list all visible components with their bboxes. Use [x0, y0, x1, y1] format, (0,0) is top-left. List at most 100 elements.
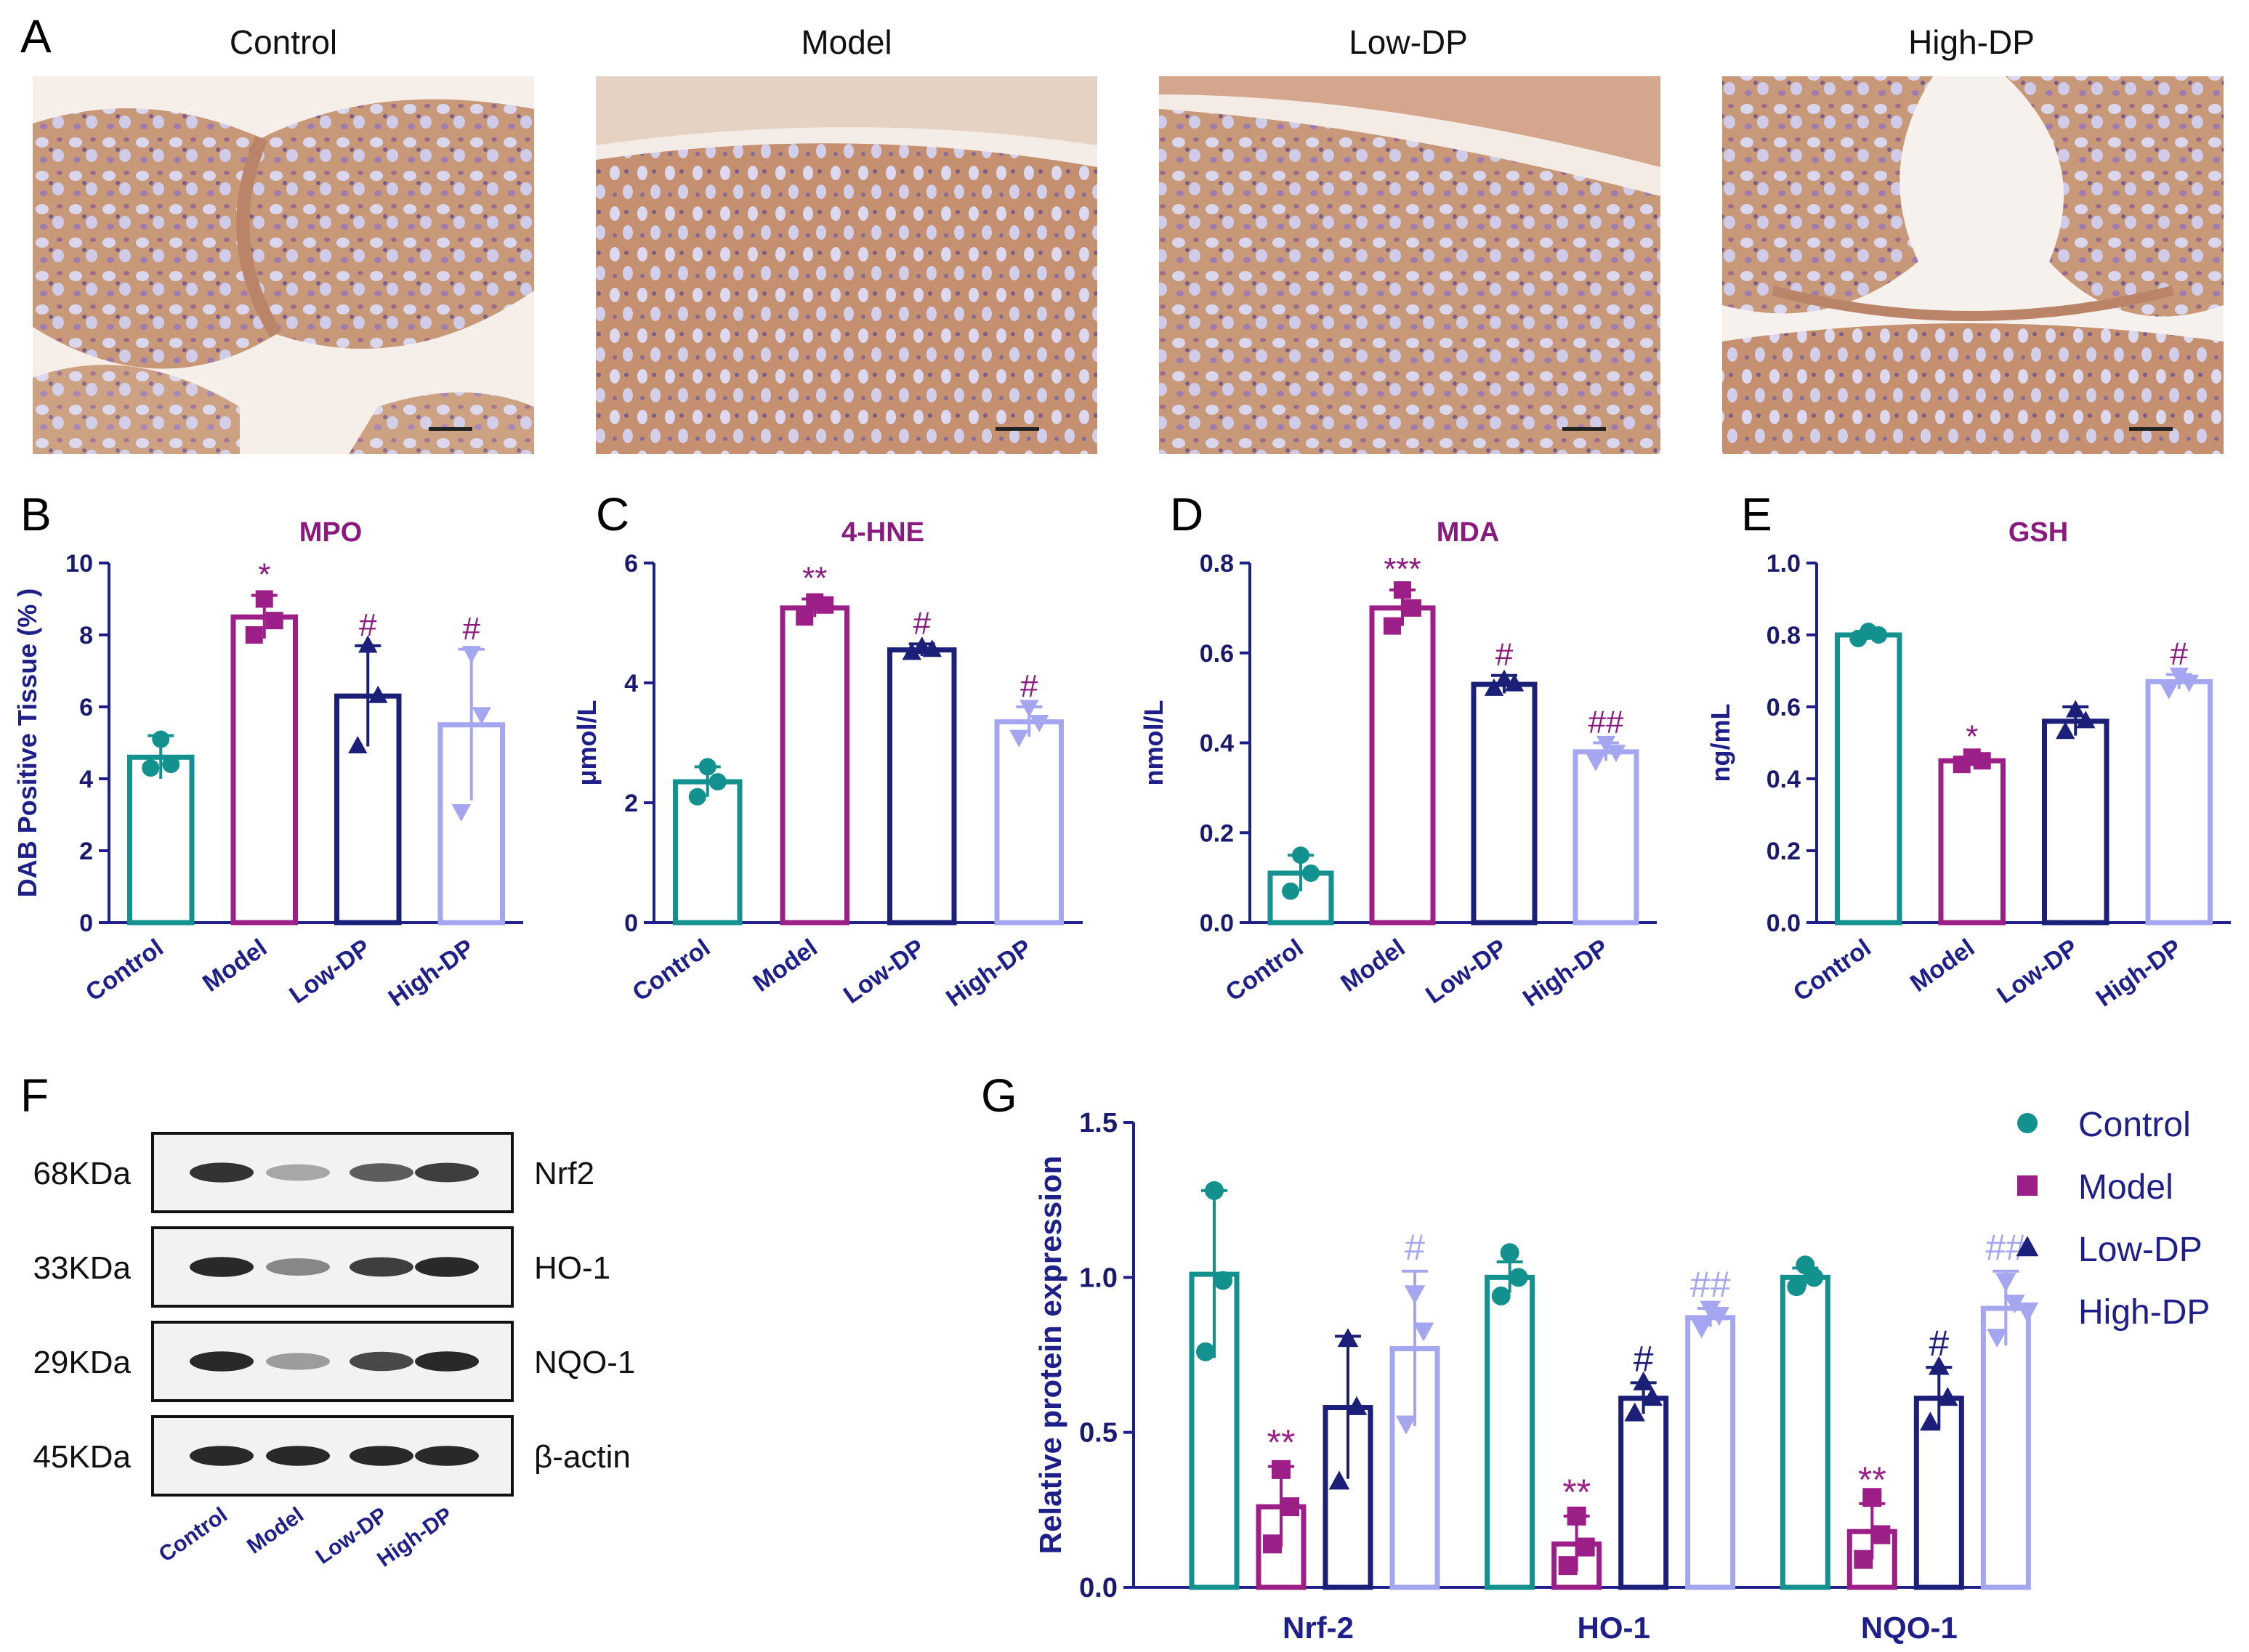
data-point-ho-1-model — [1575, 1537, 1595, 1557]
data-point-high-dp — [1009, 729, 1029, 748]
data-point-nqo-1-model — [1854, 1550, 1873, 1569]
data-point-nqo-1-low-dp — [1937, 1387, 1958, 1406]
legend-marker-low-dp — [2016, 1236, 2039, 1257]
lane-label-high-dp: High-DP — [373, 1503, 457, 1572]
y-tick-label: 4 — [79, 766, 93, 793]
y-axis-label: nmol/L — [1139, 700, 1168, 786]
blot-band-ho-1 — [415, 1257, 479, 1277]
data-point-model — [1384, 617, 1401, 635]
data-point-control — [1870, 626, 1888, 644]
significance-mark-ho-1-low-dp: # — [1634, 1338, 1654, 1379]
y-axis-label: ng/mL — [1705, 704, 1735, 782]
x-tick-label-model: Model — [748, 934, 823, 997]
chart-title: MDA — [1437, 517, 1500, 548]
blot-band-nrf2 — [350, 1163, 413, 1182]
significance-mark-model: *** — [1384, 551, 1421, 587]
histology-image-low-dp — [1159, 76, 1660, 454]
data-point-low-dp — [358, 635, 378, 653]
data-point-ho-1-high-dp — [1708, 1307, 1729, 1327]
bar-high-dp — [2145, 679, 2213, 926]
y-tick-label: 1.5 — [1079, 1108, 1118, 1138]
bar-model — [780, 605, 849, 926]
data-point-control — [688, 787, 706, 806]
x-category-label-nqo-1: NQO-1 — [1861, 1611, 1958, 1645]
data-point-low-dp — [1494, 669, 1514, 687]
y-axis-label: DAB Positive Tissue (% ) — [12, 588, 42, 897]
y-tick-label: 8 — [79, 622, 93, 649]
histology-title-high-dp: High-DP — [1908, 23, 2035, 61]
bar-low-dp — [2042, 718, 2109, 926]
y-tick-label: 0.5 — [1079, 1418, 1118, 1449]
panel-letter-f: F — [20, 1069, 49, 1122]
y-tick-label: 0.2 — [1767, 838, 1801, 865]
data-point-nrf-2-low-dp — [1346, 1396, 1368, 1415]
data-point-nqo-1-high-dp — [1987, 1329, 2008, 1348]
significance-mark-nrf-2-high-dp: # — [1405, 1227, 1425, 1268]
data-point-control — [1302, 864, 1320, 882]
data-point-nrf-2-high-dp — [1413, 1322, 1434, 1342]
significance-mark-high-dp: # — [2171, 636, 2189, 671]
data-point-nrf-2-low-dp — [1337, 1328, 1359, 1348]
panel-letter-g: G — [981, 1069, 1017, 1122]
data-point-low-dp — [368, 685, 388, 703]
significance-mark-low-dp: # — [1495, 637, 1514, 673]
data-point-model — [265, 612, 283, 630]
lane-label-control: Control — [155, 1503, 232, 1567]
significance-mark-high-dp: # — [463, 611, 481, 647]
data-point-nrf-2-model — [1272, 1459, 1291, 1479]
legend-marker-control — [2017, 1113, 2038, 1133]
data-point-low-dp — [2066, 700, 2086, 718]
data-point-ho-1-model — [1558, 1556, 1578, 1576]
y-tick-label: 0.0 — [1767, 910, 1801, 937]
data-point-high-dp — [1030, 715, 1049, 733]
data-point-low-dp — [1484, 678, 1504, 696]
data-point-nqo-1-low-dp — [1929, 1356, 1950, 1375]
molecular-weight-label: 45KDa — [33, 1439, 131, 1475]
bar-low-dp — [1471, 681, 1538, 926]
panel-letter-c: C — [596, 488, 629, 540]
data-point-ho-1-model — [1567, 1506, 1586, 1526]
y-tick-label: 6 — [624, 550, 638, 578]
significance-mark-model: ** — [802, 561, 827, 596]
blot-band-nqo-1 — [350, 1351, 413, 1372]
data-point-control — [1292, 846, 1309, 865]
histology-image-high-dp — [1722, 76, 2224, 454]
data-point-high-dp — [461, 646, 481, 664]
panel-letter-e: E — [1741, 488, 1772, 540]
significance-mark-ho-1-high-dp: ## — [1690, 1264, 1731, 1305]
data-point-nqo-1-high-dp — [2004, 1295, 2025, 1314]
data-point-high-dp — [1596, 735, 1616, 753]
data-point-nqo-1-control — [1787, 1277, 1806, 1297]
data-point-low-dp — [922, 639, 942, 657]
protein-label-nrf2: Nrf2 — [534, 1156, 594, 1191]
legend-marker-high-dp — [2016, 1302, 2039, 1323]
data-point-nrf-2-control — [1196, 1342, 1215, 1361]
y-tick-label: 0.8 — [1767, 622, 1801, 649]
histology-title-low-dp: Low-DP — [1349, 23, 1468, 61]
data-point-nrf-2-low-dp — [1328, 1470, 1350, 1490]
blot-band-ho-1 — [190, 1257, 254, 1277]
significance-mark-model: * — [258, 557, 270, 593]
y-tick-label: 0.6 — [1200, 640, 1234, 668]
significance-mark-nqo-1-model: ** — [1858, 1459, 1886, 1500]
y-tick-label: 0.8 — [1200, 550, 1234, 578]
data-point-low-dp — [348, 736, 368, 754]
chart-gsh: GSH 0.0 0.2 0.4 0.6 0.8 1.0 ng/mL Control * Model L… — [1705, 517, 2231, 1012]
x-tick-label-control: Control — [628, 934, 716, 1006]
data-point-low-dp — [902, 642, 921, 660]
data-point-ho-1-control — [1491, 1286, 1511, 1305]
histology-image-control — [33, 76, 534, 454]
data-point-nqo-1-model — [1871, 1525, 1891, 1544]
data-point-model — [255, 590, 273, 608]
bar-nqo-1-high-dp — [1980, 1305, 2031, 1590]
bar-model — [230, 614, 298, 926]
bar-control — [127, 754, 195, 926]
significance-mark-low-dp: # — [913, 605, 932, 641]
legend-marker-model — [2017, 1175, 2038, 1196]
bar-high-dp — [994, 719, 1064, 926]
blot-band-nqo-1 — [415, 1351, 479, 1372]
protein-label-ho-1: HO-1 — [534, 1250, 610, 1286]
panel-letter-a: A — [20, 10, 52, 62]
data-point-low-dp — [1504, 673, 1525, 692]
